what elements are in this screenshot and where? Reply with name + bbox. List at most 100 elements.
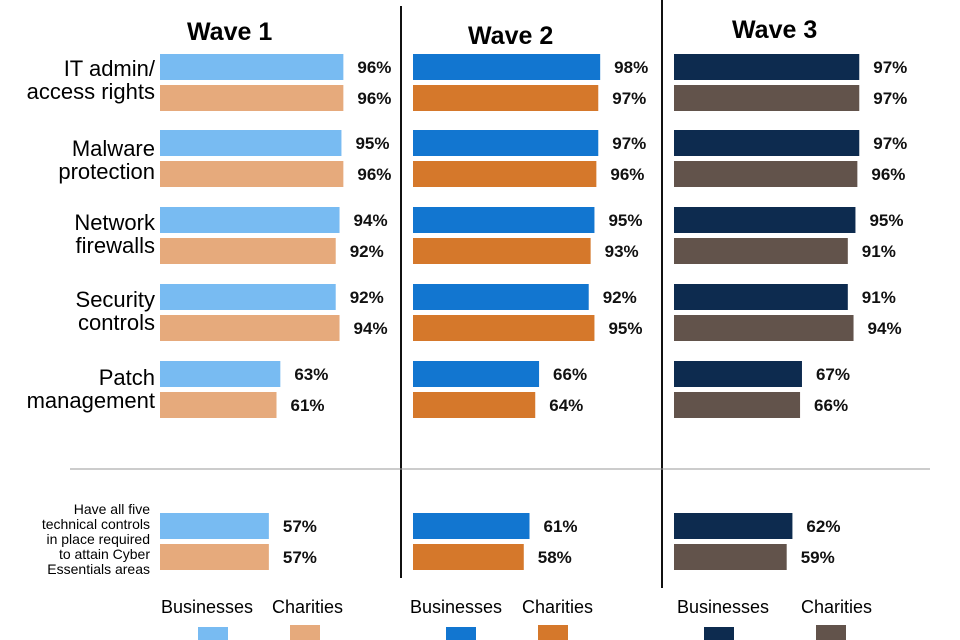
value-label-wave1-row2-businesses: 95% <box>355 134 389 153</box>
bar-wave3-row3-businesses <box>674 207 856 233</box>
legend-label-businesses-wave3: Businesses <box>677 597 770 617</box>
value-label-wave3-row4-businesses: 91% <box>862 288 896 307</box>
category-label-1: IT admin/access rights <box>27 57 155 103</box>
bar-wave2-row6-businesses <box>413 513 530 539</box>
category-label-line: controls <box>77 310 155 335</box>
value-label-wave3-row5-businesses: 67% <box>816 365 850 384</box>
legend-swatch-businesses-wave3 <box>704 627 734 640</box>
bar-wave2-row5-charities <box>413 392 536 418</box>
bar-wave3-row5-charities <box>674 392 801 418</box>
value-label-wave1-row3-charities: 92% <box>350 242 384 261</box>
summary-row-label: Have all five technical controls in place … <box>0 502 150 577</box>
value-label-wave3-row2-charities: 96% <box>871 165 905 184</box>
value-label-wave2-row2-charities: 96% <box>610 165 644 184</box>
bar-wave1-row4-businesses <box>160 284 336 310</box>
wave-title-1: Wave 1 <box>187 18 273 46</box>
legend-label-businesses-wave2: Businesses <box>410 597 503 617</box>
bar-wave2-row6-charities <box>413 544 524 570</box>
summary-label-line: to attain Cyber <box>58 546 150 562</box>
category-label-4: Security controls <box>76 288 155 334</box>
wave-title-2: Wave 2 <box>468 22 554 50</box>
value-label-wave1-row1-charities: 96% <box>357 89 391 108</box>
category-label-line: IT admin/ <box>63 56 155 81</box>
category-label-5: Patch management <box>27 366 155 412</box>
summary-label-line: in place required <box>46 531 150 547</box>
value-label-wave1-row1-businesses: 96% <box>357 58 391 77</box>
category-label-line: protection <box>58 159 155 184</box>
bar-wave3-row6-charities <box>674 544 787 570</box>
bar-wave1-row3-charities <box>160 238 336 264</box>
bar-wave1-row3-businesses <box>160 207 340 233</box>
bar-wave2-row1-charities <box>413 85 599 111</box>
value-label-wave2-row5-charities: 64% <box>549 396 583 415</box>
bar-wave2-row3-businesses <box>413 207 595 233</box>
value-label-wave2-row3-businesses: 95% <box>608 211 642 230</box>
bar-wave2-row2-charities <box>413 161 597 187</box>
value-label-wave3-row3-charities: 91% <box>862 242 896 261</box>
bar-wave3-row2-businesses <box>674 130 860 156</box>
category-label-line: Malware <box>71 136 155 161</box>
value-label-wave2-row4-businesses: 92% <box>603 288 637 307</box>
summary-label-line: Essentials areas <box>47 561 150 577</box>
value-label-wave3-row2-businesses: 97% <box>873 134 907 153</box>
legend-label-charities-wave1: Charities <box>272 597 344 617</box>
value-label-wave2-row5-businesses: 66% <box>553 365 587 384</box>
bar-wave3-row1-businesses <box>674 54 860 80</box>
value-label-wave1-row6-charities: 57% <box>283 548 317 567</box>
value-label-wave1-row5-businesses: 63% <box>294 365 328 384</box>
bar-wave1-row5-businesses <box>160 361 281 387</box>
category-label-line: access rights <box>26 79 155 104</box>
legend-swatch-charities-wave3 <box>816 625 846 640</box>
bar-wave1-row6-businesses <box>160 513 269 539</box>
category-label-line: Patch <box>98 365 155 390</box>
value-label-wave1-row5-charities: 61% <box>291 396 325 415</box>
legend-swatch-charities-wave2 <box>538 625 568 640</box>
bar-wave1-row1-charities <box>160 85 344 111</box>
category-label-line: Security <box>75 287 155 312</box>
bar-wave2-row4-charities <box>413 315 595 341</box>
value-label-wave3-row6-charities: 59% <box>801 548 835 567</box>
value-label-wave3-row1-charities: 97% <box>873 89 907 108</box>
bar-wave2-row2-businesses <box>413 130 599 156</box>
value-label-wave1-row4-businesses: 92% <box>350 288 384 307</box>
category-label-3: Network firewalls <box>74 211 155 257</box>
bar-wave2-row4-businesses <box>413 284 589 310</box>
value-label-wave1-row4-charities: 94% <box>354 319 388 338</box>
value-label-wave1-row3-businesses: 94% <box>354 211 388 230</box>
value-label-wave2-row1-businesses: 98% <box>614 58 648 77</box>
value-label-wave2-row3-charities: 93% <box>605 242 639 261</box>
value-label-wave2-row1-charities: 97% <box>612 89 646 108</box>
bar-wave3-row4-businesses <box>674 284 848 310</box>
legend-label-businesses-wave1: Businesses <box>161 597 254 617</box>
category-label-2: Malware protection <box>58 137 155 183</box>
value-label-wave1-row2-charities: 96% <box>357 165 391 184</box>
wave-title-3: Wave 3 <box>732 16 818 44</box>
bar-wave2-row3-charities <box>413 238 591 264</box>
category-label-line: Network <box>74 210 155 235</box>
bar-wave3-row5-businesses <box>674 361 802 387</box>
value-label-wave3-row4-charities: 94% <box>868 319 902 338</box>
value-label-wave2-row2-businesses: 97% <box>612 134 646 153</box>
bar-wave3-row3-charities <box>674 238 848 264</box>
value-label-wave2-row4-charities: 95% <box>608 319 642 338</box>
legend-swatch-businesses-wave2 <box>446 627 476 640</box>
value-label-wave3-row3-businesses: 95% <box>869 211 903 230</box>
value-label-wave3-row5-charities: 66% <box>814 396 848 415</box>
value-label-wave2-row6-businesses: 61% <box>544 517 578 536</box>
summary-label-line: Have all five <box>73 501 150 517</box>
bar-wave3-row1-charities <box>674 85 860 111</box>
bar-wave1-row6-charities <box>160 544 269 570</box>
category-label-line: firewalls <box>75 233 155 258</box>
legend-label-charities-wave3: Charities <box>801 597 873 617</box>
legend-swatch-businesses-wave1 <box>198 627 228 640</box>
summary-label-line: technical controls <box>41 516 150 532</box>
legend-swatch-charities-wave1 <box>290 625 320 640</box>
category-label-line: management <box>26 388 155 413</box>
bar-wave1-row1-businesses <box>160 54 344 80</box>
value-label-wave3-row6-businesses: 62% <box>806 517 840 536</box>
bar-wave1-row5-charities <box>160 392 277 418</box>
value-label-wave1-row6-businesses: 57% <box>283 517 317 536</box>
bar-wave1-row2-charities <box>160 161 344 187</box>
bar-wave2-row5-businesses <box>413 361 540 387</box>
